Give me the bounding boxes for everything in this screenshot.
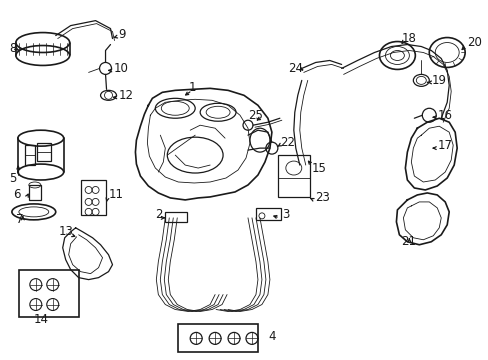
Text: 22: 22 <box>279 136 294 149</box>
Text: 1: 1 <box>188 81 195 94</box>
Bar <box>165 212 187 222</box>
Bar <box>25 145 35 165</box>
Bar <box>19 270 79 318</box>
Bar <box>81 180 105 215</box>
Text: 16: 16 <box>436 109 451 122</box>
Text: 4: 4 <box>267 330 275 343</box>
Text: 19: 19 <box>430 74 446 87</box>
Text: 11: 11 <box>108 188 123 202</box>
Bar <box>277 155 309 197</box>
Text: 17: 17 <box>436 139 451 152</box>
Text: 3: 3 <box>281 208 288 221</box>
Polygon shape <box>135 88 271 200</box>
Bar <box>37 143 51 161</box>
Text: 6: 6 <box>13 188 20 202</box>
Text: 15: 15 <box>311 162 326 175</box>
Bar <box>255 208 280 220</box>
Text: 10: 10 <box>113 62 128 75</box>
Bar <box>29 185 41 200</box>
Text: 2: 2 <box>155 208 163 221</box>
Text: 5: 5 <box>9 171 16 185</box>
Text: 9: 9 <box>118 28 126 41</box>
Text: 7: 7 <box>16 213 23 226</box>
Text: 13: 13 <box>59 225 74 238</box>
Text: 21: 21 <box>401 235 416 248</box>
Text: 8: 8 <box>9 42 16 55</box>
Text: 18: 18 <box>401 32 415 45</box>
Text: 12: 12 <box>118 89 133 102</box>
Text: 24: 24 <box>287 62 302 75</box>
Bar <box>178 324 258 352</box>
Text: 14: 14 <box>33 313 48 326</box>
Text: 20: 20 <box>466 36 481 49</box>
Text: 23: 23 <box>314 192 329 204</box>
Text: 25: 25 <box>247 109 263 122</box>
